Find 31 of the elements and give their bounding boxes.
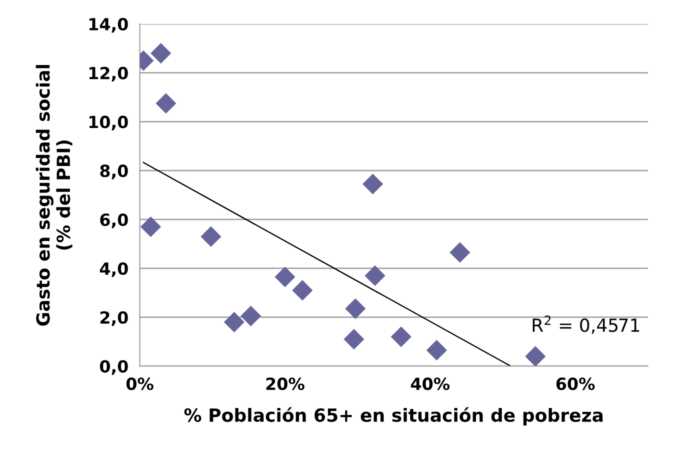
point — [274, 266, 296, 288]
x-tick-label: 20% — [266, 378, 304, 390]
point — [362, 174, 384, 194]
point — [344, 328, 364, 350]
y-axis-title: Gasto en seguridad social (% del PBI) — [36, 65, 72, 326]
y-tick-label: 4,0 — [100, 262, 128, 278]
x-tick-label: 0% — [126, 378, 154, 390]
point — [292, 280, 313, 301]
y-tick-label: 14,0 — [89, 18, 128, 33]
y-tick-label: 0,0 — [100, 360, 128, 375]
x-axis-title: % Población 65+ en situación de pobreza — [184, 407, 603, 426]
x-tick-label: 60% — [556, 378, 595, 390]
y-tick-label: 12,0 — [89, 66, 128, 82]
point — [240, 306, 262, 326]
point — [200, 226, 222, 247]
point — [390, 326, 412, 348]
y-tick-label: 10,0 — [89, 116, 128, 130]
point — [150, 42, 172, 64]
point — [525, 346, 546, 366]
point — [426, 340, 447, 361]
point — [364, 265, 386, 286]
x-tick-label: 40% — [410, 378, 450, 390]
point — [224, 312, 244, 332]
annotation: R$^{2}$ = 0,4571 — [532, 315, 640, 334]
point — [345, 298, 366, 319]
y-tick-label: 2,0 — [100, 311, 128, 326]
y-tick-label: 6,0 — [100, 213, 128, 228]
point — [450, 242, 470, 263]
y-tick-label: 8,0 — [100, 164, 128, 180]
point — [140, 216, 161, 238]
point — [156, 93, 176, 114]
